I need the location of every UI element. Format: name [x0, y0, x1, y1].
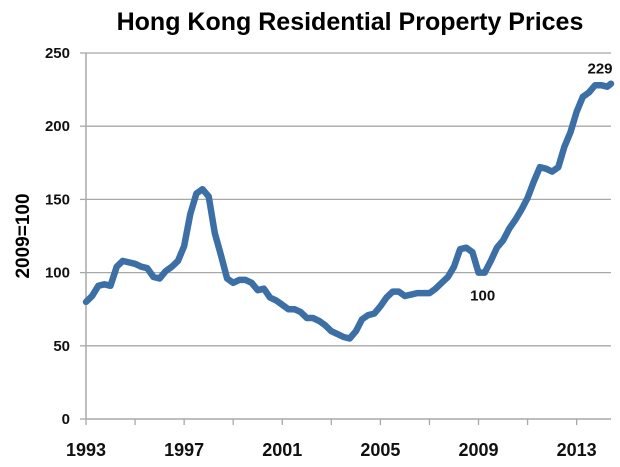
y-tick-label: 100 — [45, 265, 70, 282]
x-tick-label: 1997 — [164, 440, 204, 460]
y-tick-labels: 0 50 100 150 200 250 — [45, 45, 70, 428]
annotations: 100 229 — [470, 61, 612, 305]
axes — [80, 52, 611, 425]
chart-title: Hong Kong Residential Property Prices — [117, 8, 584, 36]
y-tick-label: 50 — [53, 338, 70, 355]
series-group — [82, 80, 615, 342]
series-line — [82, 80, 615, 342]
x-tick-label: 2013 — [557, 440, 597, 460]
y-tick-label: 150 — [45, 191, 70, 208]
data-label: 229 — [587, 61, 612, 78]
y-axis-label: 2009=100 — [13, 193, 34, 278]
x-tick-label: 2005 — [360, 440, 400, 460]
x-tick-labels: 1993 1997 2001 2005 2009 2013 — [66, 440, 597, 460]
gridlines — [86, 52, 611, 347]
y-tick-label: 0 — [62, 411, 70, 428]
x-tick-label: 1993 — [66, 440, 106, 460]
y-tick-label: 250 — [45, 45, 70, 62]
y-tick-label: 200 — [45, 118, 70, 135]
data-label: 100 — [470, 288, 495, 305]
x-tick-label: 2009 — [458, 440, 498, 460]
x-tick-label: 2001 — [262, 440, 302, 460]
